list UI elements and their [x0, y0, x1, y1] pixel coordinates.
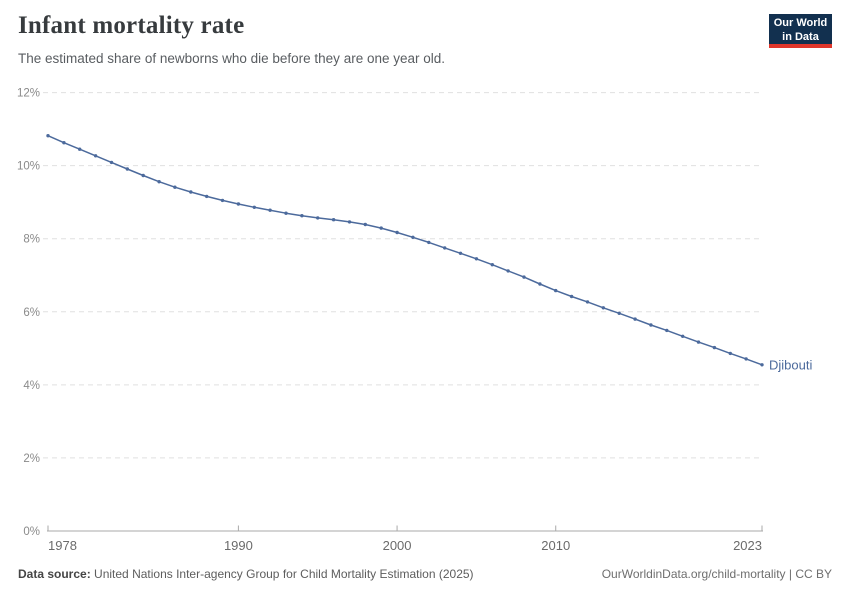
- data-point-1980: [78, 147, 82, 151]
- y-tick-label-4pct: 4%: [23, 380, 40, 392]
- data-point-2010: [554, 288, 558, 293]
- data-point-1989: [220, 198, 225, 203]
- data-point-1991: [252, 205, 256, 209]
- y-tick-label-12pct: 12%: [17, 88, 40, 100]
- data-point-1978: [46, 134, 50, 138]
- y-tick-label-6pct: 6%: [23, 307, 40, 319]
- data-point-2003: [443, 246, 447, 250]
- data-point-1998: [363, 222, 367, 227]
- data-point-1996: [331, 218, 336, 222]
- data-point-2014: [617, 311, 621, 315]
- series-label-layer[interactable]: Djibouti: [769, 357, 812, 372]
- data-point-2001: [411, 235, 415, 239]
- data-point-2016: [649, 323, 653, 327]
- gridlines-layer: [43, 92, 762, 459]
- data-point-1995: [316, 216, 320, 220]
- x-tick-label-1990: 1990: [224, 538, 253, 553]
- x-tick-label-1978: 1978: [48, 538, 77, 553]
- data-point-1982: [109, 160, 114, 165]
- data-point-1997: [347, 220, 352, 224]
- data-series-layer[interactable]: [46, 134, 764, 367]
- data-point-1984: [141, 173, 145, 178]
- data-point-2018: [681, 334, 685, 338]
- y-tick-label-10pct: 10%: [17, 161, 40, 173]
- data-point-1993: [284, 211, 288, 215]
- data-point-2012: [585, 300, 590, 304]
- entity-label-djibouti[interactable]: Djibouti: [769, 357, 812, 372]
- owid-logo[interactable]: Our World in Data: [769, 14, 832, 48]
- data-point-2023: [760, 363, 764, 367]
- data-point-2022: [744, 357, 748, 361]
- data-point-2013: [601, 306, 605, 310]
- data-point-1986: [173, 185, 177, 189]
- owid-logo-line2: in Data: [782, 30, 819, 43]
- y-tick-label-8pct: 8%: [23, 234, 40, 246]
- data-point-2007: [506, 269, 510, 273]
- data-point-2017: [665, 328, 669, 333]
- owid-logo-line1: Our World: [773, 17, 828, 29]
- data-point-2019: [696, 340, 701, 344]
- x-tick-label-2000: 2000: [383, 538, 412, 553]
- x-tick-label-2023: 2023: [733, 538, 762, 553]
- x-tick-label-2010: 2010: [541, 538, 570, 553]
- data-point-1985: [157, 180, 161, 184]
- data-source-text[interactable]: United Nations Inter-agency Group for Ch…: [94, 567, 474, 581]
- data-point-2005: [474, 257, 479, 261]
- data-source-label: Data source:: [18, 567, 91, 581]
- data-point-1994: [300, 214, 304, 218]
- data-point-1983: [125, 167, 129, 171]
- data-point-2011: [569, 294, 574, 299]
- data-point-2008: [522, 275, 526, 279]
- data-point-1987: [189, 190, 193, 194]
- data-point-2006: [490, 263, 494, 267]
- data-point-2000: [395, 230, 399, 235]
- chart-title: Infant mortality rate: [18, 12, 245, 39]
- axis-layer: 0% 2% 4% 6% 8% 10% 12% 1978 1990 2000 2010 2023: [17, 88, 763, 553]
- data-point-1992: [268, 208, 272, 212]
- data-point-2002: [427, 240, 431, 245]
- y-tick-label-2pct: 2%: [23, 453, 40, 465]
- data-point-2020: [712, 345, 717, 350]
- data-point-2021: [728, 351, 732, 356]
- data-line-djibouti[interactable]: [47, 134, 763, 366]
- data-point-1990: [236, 202, 241, 206]
- data-point-1981: [93, 154, 98, 158]
- data-point-1988: [205, 194, 209, 199]
- footer-data-source: Data source: United Nations Inter-agency…: [18, 567, 474, 581]
- chart-subtitle: The estimated share of newborns who die …: [18, 51, 446, 66]
- data-point-2015: [633, 317, 637, 321]
- data-point-1999: [379, 226, 383, 230]
- data-point-2004: [458, 251, 463, 255]
- data-point-1979: [62, 141, 66, 145]
- y-tick-label-0pct: 0%: [23, 526, 40, 538]
- footer-link-license[interactable]: OurWorldinData.org/child-mortality | CC …: [601, 567, 832, 581]
- data-point-2009: [538, 282, 542, 286]
